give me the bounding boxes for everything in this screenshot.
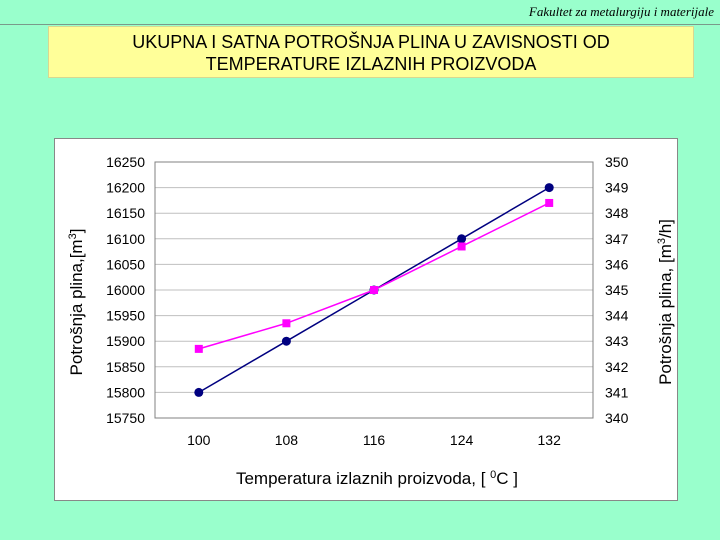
y-right-tick-label: 349 [605,180,629,196]
y-left-tick-label: 15800 [106,384,145,400]
x-tick-label: 116 [363,432,386,448]
y-left-tick-label: 16150 [106,205,145,221]
y-right-tick-label: 348 [605,205,629,221]
data-point-circle [281,336,291,346]
y-left-tick-label: 15950 [106,308,145,324]
slide-title-line-2: TEMPERATURE IZLAZNIH PROIZVODA [205,54,537,74]
data-point-square [282,319,291,328]
y-left-tick-label: 16250 [106,154,145,170]
data-point-square [457,242,466,251]
series-line [198,202,550,350]
slide-title: UKUPNA I SATNA POTROŠNJA PLINA U ZAVISNO… [48,26,694,78]
data-point-square [545,198,554,207]
y-left-tick-label: 15850 [106,359,145,375]
data-point-square [370,286,378,294]
y-left-tick-label: 15900 [106,333,145,349]
y-right-tick-label: 346 [605,256,629,272]
y-right-axis-title: Potrošnja plina, [m3/h] [656,219,675,385]
y-left-tick-label: 16050 [106,256,145,272]
y-right-tick-label: 345 [605,282,629,298]
y-right-tick-label: 343 [605,333,629,349]
y-left-tick-label: 16000 [106,282,145,298]
y-left-axis-title: Potrošnja plina,[m3] [67,229,86,376]
y-left-tick-label: 16200 [106,180,145,196]
data-point-circle [194,387,204,397]
slide-title-line-1: UKUPNA I SATNA POTROŠNJA PLINA U ZAVISNO… [132,32,610,52]
y-right-tick-label: 350 [605,154,629,170]
y-right-tick-label: 347 [605,231,629,247]
y-left-tick-label: 16100 [106,231,145,247]
data-point-circle [457,234,467,244]
data-point-square [194,344,203,353]
x-tick-label: 124 [450,432,474,448]
x-axis-title: Temperatura izlaznih proizvoda, [ 0C ] [236,469,518,488]
chart-container: 15750 15800 15850 15900 15950 16000 16050 16100… [54,138,678,501]
faculty-note: Fakultet za metalurgiju i materijale [528,4,714,19]
x-tick-label: 132 [538,432,562,448]
x-tick-label: 108 [275,432,299,448]
y-right-tick-label: 341 [605,384,629,400]
x-tick-label: 100 [187,432,211,448]
y-right-tick-label: 342 [605,359,629,375]
plot-area [154,161,594,419]
y-right-tick-label: 344 [605,308,629,324]
data-point-circle [544,183,554,193]
y-right-tick-label: 340 [605,410,629,426]
y-left-tick-label: 15750 [106,410,145,426]
gas-consumption-chart: 15750 15800 15850 15900 15950 16000 16050 16100… [67,154,675,488]
header-divider [0,24,720,25]
